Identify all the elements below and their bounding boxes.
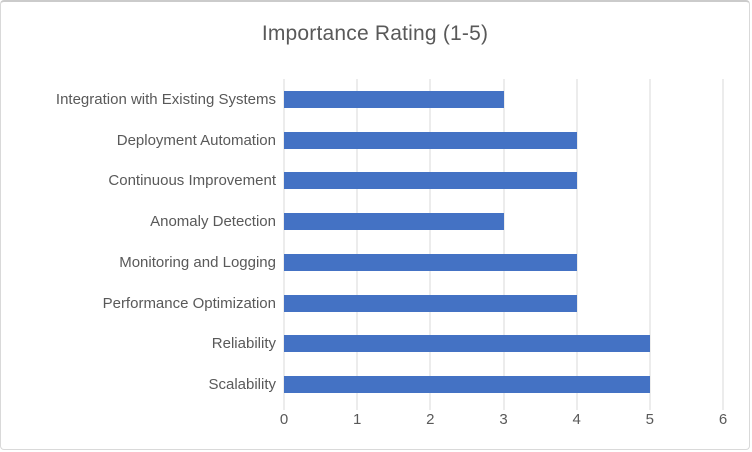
x-tick-label: 2 [426,411,435,428]
bar-row [284,364,723,405]
category-label: Deployment Automation [116,131,276,149]
category-label: Anomaly Detection [150,213,276,231]
bar[interactable] [284,131,577,149]
bar-series [284,79,723,405]
bar-row [284,201,723,242]
bar-row [284,324,723,365]
plot-area [283,79,724,410]
bar-row [284,283,723,324]
bar-row [284,242,723,283]
category-axis: Integration with Existing Systems Deploym… [9,79,276,405]
bar[interactable] [284,172,577,190]
bar[interactable] [284,90,504,108]
gridline [722,79,724,410]
bar-row [284,161,723,202]
x-tick-label: 5 [645,411,654,428]
x-tick-label: 0 [279,411,289,428]
bar-row [284,120,723,161]
category-label: Integration with Existing Systems [55,90,276,108]
category-label: Reliability [211,335,276,353]
gridline [503,79,504,410]
gridline [649,79,651,410]
bar[interactable] [284,335,650,353]
x-tick-label: 4 [572,411,581,428]
category-label: Continuous Improvement [108,172,276,190]
bar[interactable] [284,213,504,231]
bar[interactable] [284,376,650,394]
x-tick-label: 1 [352,411,362,428]
gridline [429,79,431,410]
gridline [576,79,578,410]
bar[interactable] [284,294,577,312]
gridline [283,79,285,410]
category-label: Monitoring and Logging [119,253,276,271]
category-label: Scalability [208,376,276,394]
category-label: Performance Optimization [102,294,276,312]
bar-row [284,79,723,120]
gridline [356,79,358,410]
value-axis: 0 1 2 3 4 5 6 [280,411,727,431]
x-tick-label: 6 [718,411,728,428]
x-tick-label: 3 [499,411,508,428]
chart-title: Importance Rating (1-5) [261,22,489,45]
bar[interactable] [284,253,577,271]
